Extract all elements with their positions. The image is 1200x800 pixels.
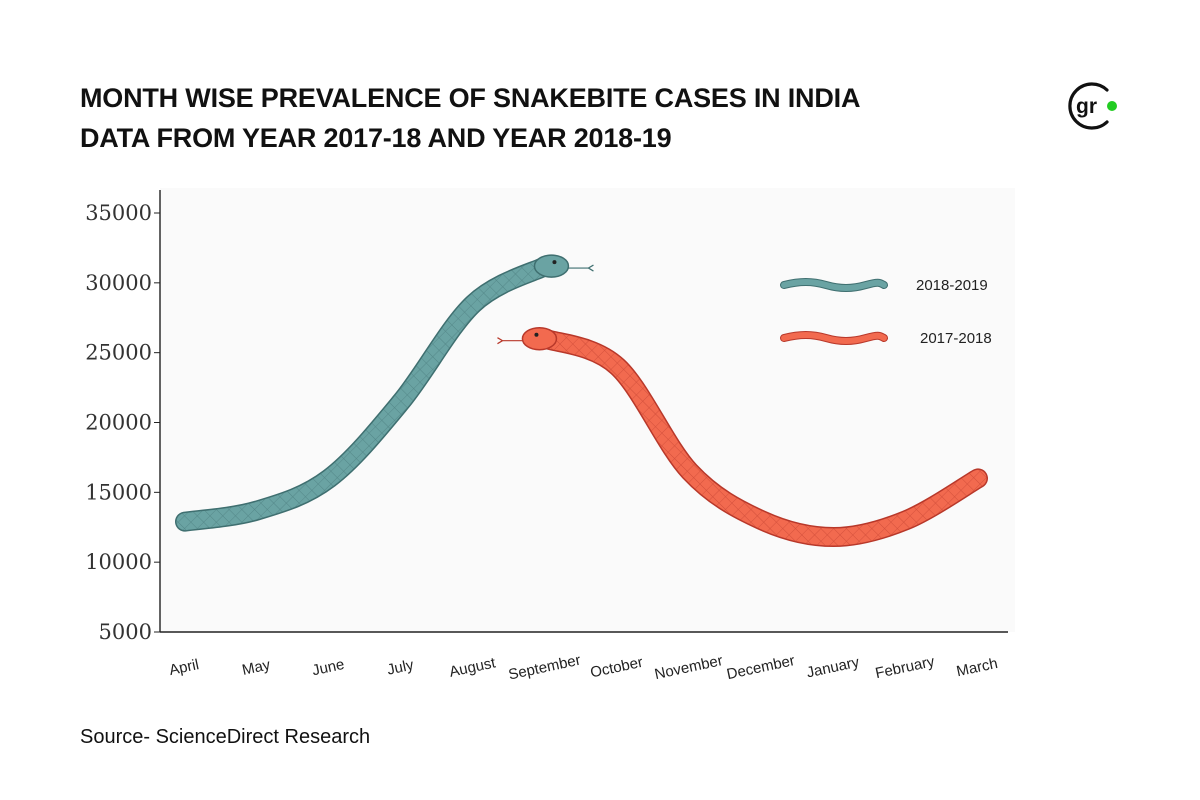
legend-label: 2017-2018 bbox=[920, 330, 992, 347]
x-tick-label: May bbox=[241, 656, 273, 679]
series-2017-2018 bbox=[497, 326, 988, 548]
y-tick-label: 15000 bbox=[85, 480, 152, 504]
x-tick-label: September bbox=[507, 652, 582, 684]
plot-background bbox=[160, 188, 1015, 632]
y-tick-label: 10000 bbox=[85, 550, 152, 574]
x-tick-label: July bbox=[386, 656, 416, 678]
x-tick-label: December bbox=[725, 652, 796, 683]
y-tick-label: 20000 bbox=[85, 411, 152, 435]
x-tick-label: February bbox=[874, 653, 937, 682]
legend-item: 2017-2018 bbox=[780, 330, 992, 347]
series-2018-2019 bbox=[175, 254, 594, 532]
y-tick-label: 25000 bbox=[85, 341, 152, 365]
chart-legend: 2018-2019 2017-2018 bbox=[770, 262, 1010, 372]
legend-item: 2018-2019 bbox=[780, 277, 988, 294]
series-line-texture bbox=[176, 257, 554, 531]
y-tick-label: 35000 bbox=[85, 201, 152, 225]
snake-tongue-icon bbox=[497, 337, 523, 345]
series-line-texture bbox=[536, 330, 987, 546]
x-tick-label: August bbox=[448, 654, 498, 681]
y-tick-label: 30000 bbox=[85, 271, 152, 295]
legend-swatch bbox=[781, 279, 887, 291]
gr-logo-icon: gr bbox=[1068, 82, 1117, 130]
snake-tongue-icon bbox=[568, 264, 594, 272]
legend-label: 2018-2019 bbox=[916, 277, 988, 294]
logo-text: gr bbox=[1076, 95, 1097, 118]
x-tick-label: November bbox=[653, 652, 724, 683]
logo-dot bbox=[1107, 101, 1117, 111]
chart-title-line-1: MONTH WISE PREVALENCE OF SNAKEBITE CASES… bbox=[80, 83, 861, 113]
legend-swatch bbox=[781, 332, 887, 344]
snake-eye-icon bbox=[534, 332, 539, 337]
chart-series bbox=[175, 254, 988, 548]
snake-head-icon bbox=[521, 326, 558, 351]
x-tick-label: March bbox=[955, 655, 999, 680]
source-note: Source- ScienceDirect Research bbox=[80, 726, 371, 748]
chart-subtitle: DATA FROM YEAR 2017-18 AND YEAR 2018-19 bbox=[80, 123, 672, 153]
y-tick-label: 5000 bbox=[99, 620, 152, 644]
x-tick-label: April bbox=[168, 656, 201, 679]
x-tick-label: October bbox=[589, 654, 645, 682]
x-tick-label: June bbox=[311, 656, 346, 679]
chart-title: MONTH WISE PREVALENCE OF SNAKEBITE CASES… bbox=[80, 78, 860, 158]
x-tick-label: January bbox=[805, 654, 861, 682]
snake-head-icon bbox=[533, 254, 570, 278]
snake-eye-icon bbox=[552, 260, 557, 265]
